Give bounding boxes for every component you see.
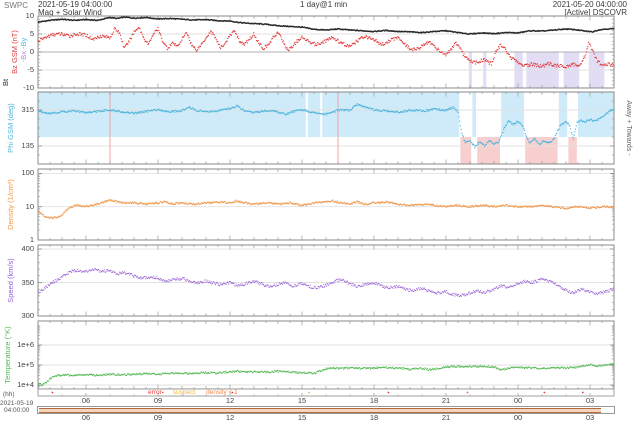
y-tick-label: 10	[25, 201, 34, 211]
panel-mag	[37, 15, 615, 89]
series-speed	[37, 268, 615, 298]
series-phi	[37, 103, 615, 149]
start-datetime: 2021-05-19 04:00:00	[38, 0, 113, 9]
flags-strip	[37, 388, 615, 397]
y-tick-label: 100	[21, 168, 34, 178]
x-tick-label: 12	[225, 396, 235, 405]
legend-item-suspect: suspect	[172, 389, 196, 396]
y-tick-label: 1e+6	[17, 340, 34, 349]
legend-item-density: density < 1	[206, 389, 238, 396]
y-tick-label: 350	[21, 277, 34, 287]
x-tick-label: 21	[441, 396, 451, 405]
series-temperature	[37, 363, 615, 387]
panel-temp	[37, 320, 615, 390]
resolution-label: 1 day@1 min	[300, 0, 348, 9]
x-tick-label: 06	[81, 396, 91, 405]
x-tick-label: 03	[585, 396, 595, 405]
source-label: SWPC	[4, 1, 28, 10]
y-tick-label: 0	[29, 47, 34, 56]
y-tick-label: 10	[25, 11, 34, 20]
x-tick-label: 06	[81, 413, 91, 422]
ylabel-temperature: Temperature (°K)	[3, 326, 12, 384]
panel-speed	[37, 244, 615, 317]
series-bz	[37, 26, 615, 69]
y-tick-label: 1	[29, 235, 34, 244]
ylabel-sector: Away + Towards -	[625, 100, 632, 156]
x-tick-label: 15	[297, 396, 307, 405]
panel-phi	[37, 91, 615, 165]
x-tick-label: 00	[513, 396, 523, 405]
end-datetime: 2021-05-20 04:00:00	[552, 0, 627, 9]
x-tick-label: 18	[369, 413, 379, 422]
hh-label: (hh)	[3, 391, 15, 398]
plot-title: Mag + Solar Wind	[38, 8, 102, 17]
status-label: [Active] DSCOVR	[564, 8, 627, 17]
y-tick-label: -10	[23, 83, 34, 92]
time-range-bar-fill[interactable]	[39, 408, 601, 413]
series-density	[37, 199, 615, 220]
y-tick-label: 400	[21, 244, 34, 254]
ylabel-phi: Phi GSM (deg)	[6, 103, 15, 153]
y-tick-label: 5	[29, 29, 34, 38]
series-bt	[37, 16, 615, 35]
y-tick-label: 135	[21, 141, 34, 150]
x-tick-label: 21	[441, 413, 451, 422]
x-tick-label: 03	[585, 413, 595, 422]
footer-start-time: 04:00:00	[4, 407, 30, 414]
panel-density	[37, 168, 615, 241]
y-tick-label: 315	[21, 105, 34, 114]
x-tick-label: 15	[297, 413, 307, 422]
y-tick-label: -5	[27, 65, 34, 74]
x-tick-label: 12	[225, 413, 235, 422]
x-tick-label: 09	[153, 396, 163, 405]
y-tick-label: 1e+5	[17, 360, 34, 369]
flag-legend: error suspect density < 1	[148, 389, 249, 396]
x-tick-label: 00	[513, 413, 523, 422]
y-tick-label: 300	[21, 311, 34, 320]
legend-item-error: error	[148, 389, 162, 396]
x-tick-label: 18	[369, 396, 379, 405]
y-tick-label: 1e+4	[17, 380, 34, 389]
x-tick-label: 09	[153, 413, 163, 422]
footer-start-date: 2021-05-19	[0, 400, 34, 407]
